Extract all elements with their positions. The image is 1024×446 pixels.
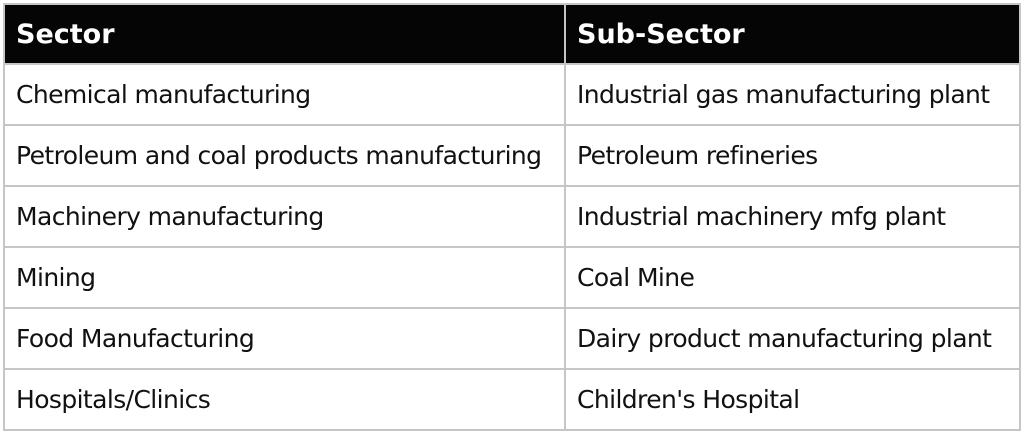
cell-sub-sector: Industrial machinery mfg plant bbox=[564, 185, 1021, 248]
header-sector: Sector bbox=[3, 3, 566, 65]
cell-sector: Chemical manufacturing bbox=[3, 63, 566, 126]
cell-sector: Petroleum and coal products manufacturin… bbox=[3, 124, 566, 187]
table-body: Chemical manufacturing Industrial gas ma… bbox=[3, 63, 1021, 431]
table-row: Food Manufacturing Dairy product manufac… bbox=[3, 307, 1021, 370]
table-row: Petroleum and coal products manufacturin… bbox=[3, 124, 1021, 187]
sector-table: Sector Sub-Sector Chemical manufacturing… bbox=[3, 3, 1021, 431]
cell-sub-sector: Petroleum refineries bbox=[564, 124, 1021, 187]
cell-sector: Food Manufacturing bbox=[3, 307, 566, 370]
table-row: Machinery manufacturing Industrial machi… bbox=[3, 185, 1021, 248]
cell-sub-sector: Dairy product manufacturing plant bbox=[564, 307, 1021, 370]
table-row: Mining Coal Mine bbox=[3, 246, 1021, 309]
header-sub-sector: Sub-Sector bbox=[564, 3, 1021, 65]
header-row: Sector Sub-Sector bbox=[3, 3, 1021, 65]
cell-sector: Hospitals/Clinics bbox=[3, 368, 566, 431]
cell-sub-sector: Coal Mine bbox=[564, 246, 1021, 309]
table-row: Hospitals/Clinics Children's Hospital bbox=[3, 368, 1021, 431]
cell-sector: Mining bbox=[3, 246, 566, 309]
cell-sub-sector: Children's Hospital bbox=[564, 368, 1021, 431]
cell-sector: Machinery manufacturing bbox=[3, 185, 566, 248]
cell-sub-sector: Industrial gas manufacturing plant bbox=[564, 63, 1021, 126]
table-header: Sector Sub-Sector bbox=[3, 3, 1021, 65]
table-row: Chemical manufacturing Industrial gas ma… bbox=[3, 63, 1021, 126]
